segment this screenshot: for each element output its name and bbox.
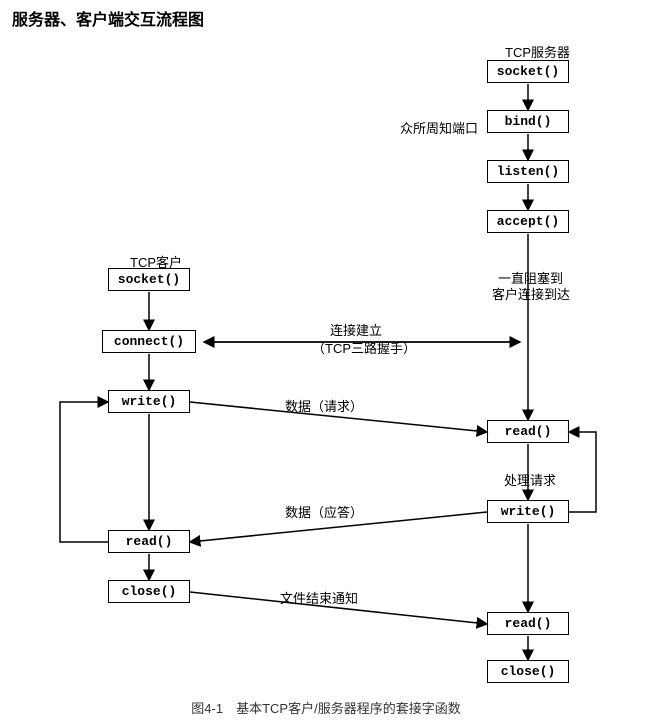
eof-label: 文件结束通知 — [280, 588, 358, 607]
server-read-box: read() — [487, 420, 569, 443]
conn-label-1: 连接建立 — [330, 320, 382, 339]
client-close-box: close() — [108, 580, 190, 603]
server-write-box: write() — [487, 500, 569, 523]
server-read2-box: read() — [487, 612, 569, 635]
server-socket-box: socket() — [487, 60, 569, 83]
conn-label-2: （TCP三路握手） — [312, 338, 416, 357]
response-label: 数据（应答） — [285, 502, 363, 521]
client-read-box: read() — [108, 530, 190, 553]
block-label-2: 客户连接到达 — [492, 284, 570, 303]
client-connect-box: connect() — [102, 330, 196, 353]
server-close-box: close() — [487, 660, 569, 683]
client-socket-box: socket() — [108, 268, 190, 291]
server-listen-box: listen() — [487, 160, 569, 183]
server-header-label: TCP服务器 — [505, 42, 570, 61]
bind-port-label: 众所周知端口 — [400, 118, 478, 137]
server-bind-box: bind() — [487, 110, 569, 133]
diagram-container: 服务器、客户端交互流程图 TCP服务器 socket() 众所周知端口 bind… — [0, 0, 652, 721]
client-write-box: write() — [108, 390, 190, 413]
server-accept-box: accept() — [487, 210, 569, 233]
page-title: 服务器、客户端交互流程图 — [12, 6, 204, 30]
figure-caption: 图4-1 基本TCP客户/服务器程序的套接字函数 — [0, 698, 652, 717]
request-label: 数据（请求） — [285, 396, 363, 415]
process-label: 处理请求 — [504, 470, 556, 489]
